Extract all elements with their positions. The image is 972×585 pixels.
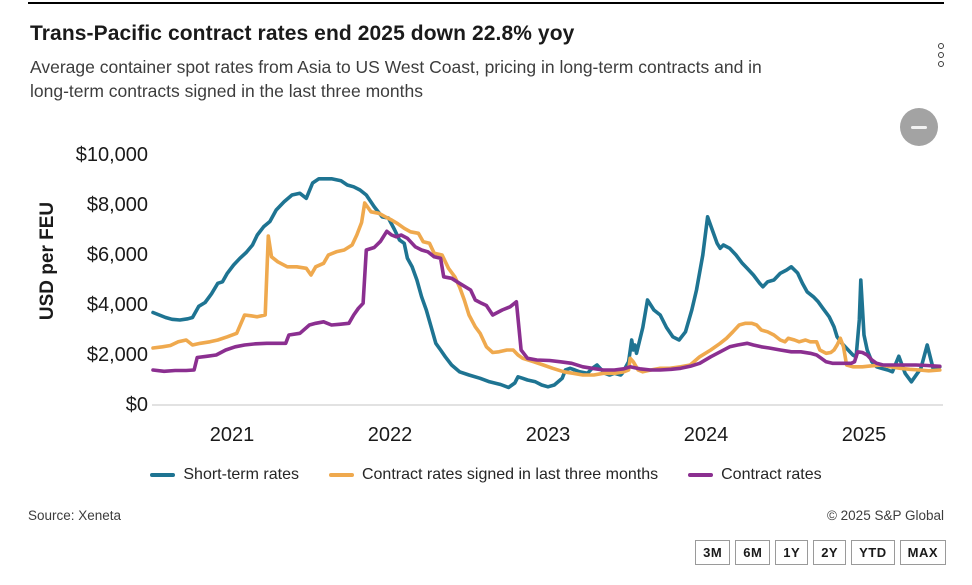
y-tick-label: $6,000	[86, 244, 148, 266]
y-tick-label: $10,000	[75, 144, 148, 166]
legend-dash-icon	[688, 473, 714, 477]
legend-label: Contract rates signed in last three mont…	[361, 466, 659, 483]
range-buttons: 3M 6M 1Y 2Y YTD MAX	[695, 540, 946, 565]
page-title: Trans-Pacific contract rates end 2025 do…	[30, 22, 575, 45]
legend-item-contract-rates[interactable]: Contract rates	[688, 466, 822, 484]
y-tick-label: $8,000	[86, 194, 148, 216]
zoom-out-button[interactable]	[900, 108, 938, 146]
range-button-6m[interactable]: 6M	[735, 540, 771, 565]
x-tick-label: 2025	[841, 424, 887, 446]
series-line-contract-rates-signed-in-last-three-months	[151, 201, 942, 377]
legend-dash-icon	[328, 473, 354, 477]
range-button-2y[interactable]: 2Y	[813, 540, 847, 565]
series-line-short-term-rates	[151, 177, 942, 390]
chart-subtitle-line2: long-term contracts signed in the last t…	[30, 81, 423, 101]
range-button-max[interactable]: MAX	[899, 540, 946, 565]
x-tick-label: 2021	[209, 424, 255, 446]
copyright-label: © 2025 S&P Global	[826, 508, 944, 523]
legend-label: Contract rates	[721, 466, 822, 483]
kebab-dot	[938, 52, 944, 58]
x-tick-label: 2024	[683, 424, 729, 446]
range-button-3m[interactable]: 3M	[695, 540, 731, 565]
source-label: Source: Xeneta	[28, 508, 122, 523]
kebab-dot	[938, 61, 944, 67]
minus-icon	[911, 125, 927, 129]
kebab-menu-icon[interactable]	[934, 43, 948, 73]
chart-subtitle: Average container spot rates from Asia t…	[30, 55, 920, 103]
y-tick-label: $4,000	[86, 294, 148, 316]
series-line-contract-rates	[151, 229, 942, 374]
x-tick-label: 2022	[367, 424, 413, 446]
range-button-1y[interactable]: 1Y	[775, 540, 809, 565]
kebab-dot	[938, 43, 944, 49]
range-button-ytd[interactable]: YTD	[851, 540, 895, 565]
x-tick-label: 2023	[525, 424, 571, 446]
chart-legend: Short-term rates Contract rates signed in…	[0, 466, 972, 484]
legend-item-contract-rates-signed-in-last-three-months[interactable]: Contract rates signed in last three mont…	[328, 466, 659, 484]
y-tick-label: $2,000	[86, 344, 148, 366]
legend-dash-icon	[150, 473, 176, 477]
y-tick-label: $0	[125, 394, 148, 416]
chart-subtitle-line1: Average container spot rates from Asia t…	[30, 57, 762, 77]
top-divider	[28, 2, 944, 4]
legend-label: Short-term rates	[183, 466, 299, 483]
legend-item-short-term-rates[interactable]: Short-term rates	[150, 466, 299, 484]
